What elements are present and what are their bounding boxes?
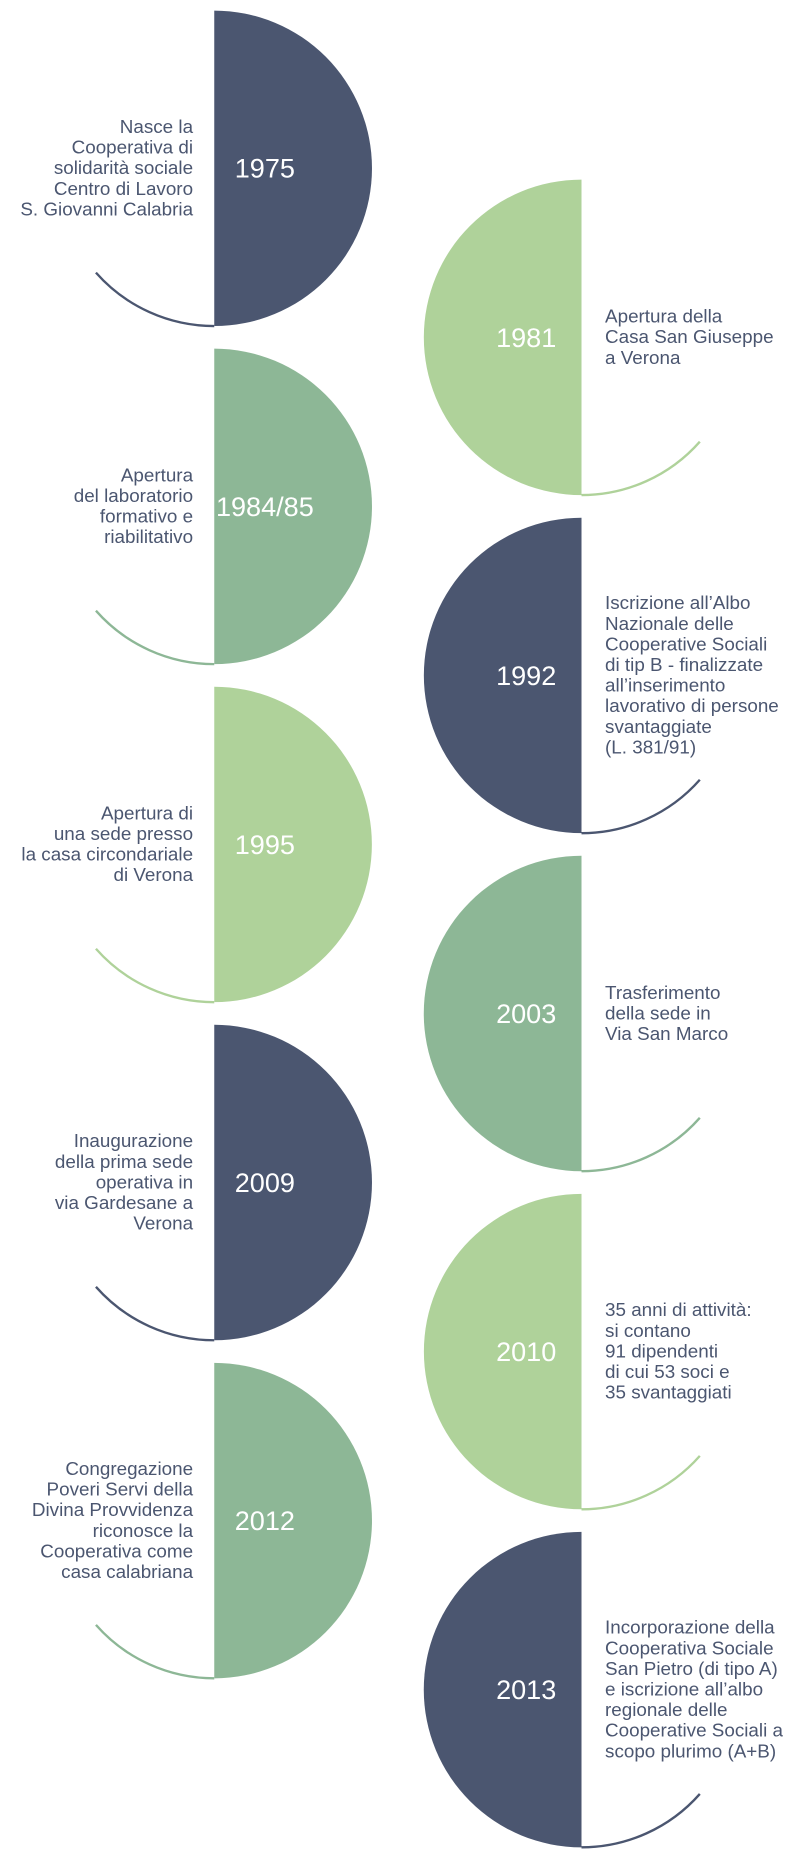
half-disc xyxy=(423,855,582,1172)
description-line: del laboratorio xyxy=(74,485,193,506)
description-line: Casa San Giuseppe xyxy=(605,326,774,347)
description-line: di tip B - finalizzate xyxy=(605,654,763,675)
description-line: via Gardesane a xyxy=(55,1192,194,1213)
description-line: 35 anni di attività: xyxy=(605,1299,752,1320)
description-line: Nasce la xyxy=(120,116,194,137)
description-line: riconosce la xyxy=(93,1520,194,1541)
description-line: Cooperativa di xyxy=(72,137,193,158)
year: 1975 xyxy=(235,153,295,184)
description-line: Poveri Servi della xyxy=(47,1479,194,1500)
arc xyxy=(95,1624,215,1680)
half-disc xyxy=(214,1024,372,1341)
arc xyxy=(581,440,701,497)
description-line: Congregazione xyxy=(65,1458,193,1479)
half-disc xyxy=(214,10,372,327)
year: 2003 xyxy=(496,998,556,1029)
year: 1984/85 xyxy=(216,491,314,522)
description-line: Verona xyxy=(133,1213,193,1234)
half-disc xyxy=(214,348,372,665)
description-line: si contano xyxy=(605,1320,691,1341)
description-line: (L. 381/91) xyxy=(605,736,696,757)
description-line: solidarità sociale xyxy=(54,157,193,178)
description-line: Via San Marco xyxy=(605,1023,728,1044)
description-line: formativo e xyxy=(100,506,193,527)
year: 2010 xyxy=(496,1336,556,1367)
description-line: Apertura della xyxy=(605,306,723,327)
description-line: Cooperativa Sociale xyxy=(605,1637,774,1658)
description-line: operativa in xyxy=(96,1171,193,1192)
description-line: Incorporazione della xyxy=(605,1617,775,1638)
arc xyxy=(95,609,215,666)
arc xyxy=(581,1455,701,1511)
description-line: una sede presso xyxy=(54,823,193,844)
description-line: Trasferimento xyxy=(605,982,720,1003)
description-line: di Verona xyxy=(114,864,194,885)
half-disc xyxy=(423,517,582,834)
description-line: Iscrizione all’Albo xyxy=(605,592,750,613)
description-line: la casa circondariale xyxy=(21,844,193,865)
description-line: scopo plurimo (A+B) xyxy=(605,1740,776,1761)
description-line: Cooperative Sociali a xyxy=(605,1720,783,1741)
arc xyxy=(581,778,701,835)
arc xyxy=(581,1793,701,1849)
description-line: Nazionale delle xyxy=(605,613,734,634)
half-disc xyxy=(214,1362,372,1679)
description-line: Inaugurazione xyxy=(74,1130,193,1151)
year: 1995 xyxy=(235,829,295,860)
description-line: S. Giovanni Calabria xyxy=(20,198,193,219)
description-line: casa calabriana xyxy=(61,1561,193,1582)
description-line: Divina Provvidenza xyxy=(32,1499,194,1520)
description-line: Apertura xyxy=(121,464,194,485)
description-line: svantaggiate xyxy=(605,716,712,737)
arc xyxy=(95,1286,215,1342)
description-line: lavorativo di persone xyxy=(605,695,779,716)
description-line: 91 dipendenti xyxy=(605,1340,718,1361)
half-disc xyxy=(423,1531,582,1848)
year: 2012 xyxy=(235,1505,295,1536)
arc xyxy=(95,271,215,328)
description-line: della prima sede xyxy=(55,1151,193,1172)
description-line: San Pietro (di tipo A) xyxy=(605,1658,778,1679)
half-disc xyxy=(214,686,372,1003)
arc xyxy=(581,1117,701,1173)
arc xyxy=(95,947,215,1004)
description-line: Centro di Lavoro xyxy=(54,178,193,199)
year: 1992 xyxy=(496,660,556,691)
description-line: di cui 53 soci e xyxy=(605,1361,730,1382)
description-line: Apertura di xyxy=(101,802,193,823)
half-disc xyxy=(423,1193,582,1510)
year: 2009 xyxy=(235,1167,295,1198)
description-line: Cooperative Sociali xyxy=(605,633,767,654)
year: 1981 xyxy=(496,322,556,353)
description-line: 35 svantaggiati xyxy=(605,1382,732,1403)
year: 2013 xyxy=(496,1674,556,1705)
description-line: della sede in xyxy=(605,1002,711,1023)
description-line: Cooperativa come xyxy=(40,1540,193,1561)
description-line: e iscrizione all’albo xyxy=(605,1678,763,1699)
description-line: all’inserimento xyxy=(605,675,725,696)
description-line: a Verona xyxy=(605,347,681,368)
half-disc xyxy=(423,179,582,496)
description-line: regionale delle xyxy=(605,1699,727,1720)
description-line: riabilitativo xyxy=(104,526,193,547)
